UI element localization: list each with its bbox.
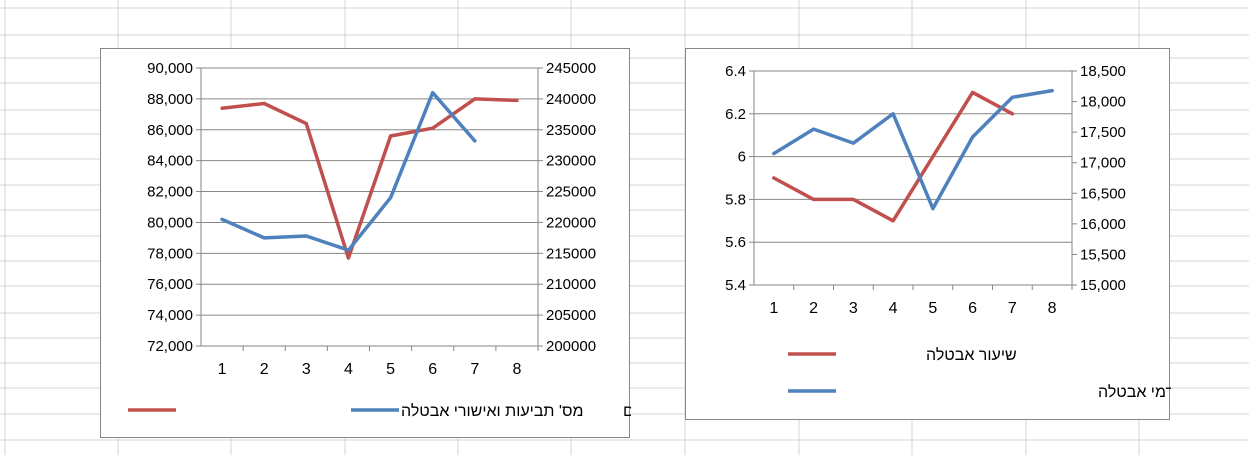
series-0-point [772,176,776,180]
y-right-tick-label: 245000 [546,60,596,77]
y-left-tick-label: 5.6 [725,234,746,251]
y-left-tick-label: 80,000 [147,214,193,231]
series-0-point [388,134,393,138]
y-right-tick-label: 220000 [546,214,596,231]
series-line-1 [772,88,1054,211]
y-left-tick-label: 84,000 [147,153,193,170]
y-right-tick-label: 18,500 [1080,63,1126,80]
y-right-tick-label: 200000 [546,338,596,355]
series-1-point [971,135,975,139]
series-0-point [971,90,975,94]
series-1-point [891,112,895,116]
y-left-tick-label: 6.4 [725,63,746,80]
series-0-point [891,219,895,223]
x-tick-label: 3 [302,361,311,378]
y-right-tick-label: 235000 [546,122,596,139]
y-left-tick-label: 74,000 [147,307,193,324]
y-right-tick-label: 215000 [546,245,596,262]
series-1-point [1010,95,1014,99]
y-left-tick-label: 76,000 [147,276,193,293]
x-tick-label: 4 [889,300,898,317]
legend-label-1: תביעות חדשות לדמי אבטלה [1098,383,1171,401]
chart-right[interactable]: 5.4 5.6 5.8 6 6.2 6.4 15,000 15,500 16,000 16,500… [685,48,1171,420]
series-0-point [851,197,855,201]
chart-left[interactable]: 72,000 74,000 76,000 78,000 80,000 82,000 84,0… [100,48,631,438]
x-tick-label: 1 [218,361,227,378]
y-left-tick-label: 90,000 [147,60,193,77]
x-tick-label: 2 [260,361,269,378]
y-right-tick-label: 15,500 [1080,246,1126,263]
series-0-point [431,126,435,130]
series-line-1 [220,90,477,252]
y-right-tick-label: 240000 [546,91,596,108]
x-tick-label: 3 [849,300,858,317]
x-tick-label: 8 [512,361,521,378]
y-left-tick-label: 6.2 [725,106,746,123]
y-right-tick-label: 18,000 [1080,94,1126,111]
y-right-tick-label: 17,000 [1080,155,1126,172]
series-1-point [431,91,435,95]
series-1-point [388,196,393,200]
x-tick-label: 7 [1008,300,1017,317]
series-0-point [304,122,308,126]
series-1-point [304,234,308,238]
y-left-tick-label: 6 [738,149,746,166]
series-0-point [220,106,224,110]
series-1-point [220,217,224,221]
series-1-point [851,141,855,145]
legend-label-0: שיעור אבטלה [926,346,1017,364]
legend-label-0: מס' תביעות ואישורי אבטלה [401,402,583,420]
chart-left-svg: 72,000 74,000 76,000 78,000 80,000 82,000 84,0… [128,60,631,420]
x-tick-label: 6 [428,361,437,378]
series-1-point [812,127,816,131]
y-right-tick-label: 210000 [546,276,596,293]
x-tick-label: 5 [386,361,395,378]
y-left-tick-label: 88,000 [147,91,193,108]
y-left-tick-label: 78,000 [147,245,193,262]
y-left-tick-label: 82,000 [147,184,193,201]
chart-right-svg: 5.4 5.6 5.8 6 6.2 6.4 15,000 15,500 16,000 16,500… [725,63,1171,401]
series-1-point [262,236,266,240]
x-tick-label: 5 [928,300,937,317]
y-right-tick-label: 205000 [546,307,596,324]
series-0-point [812,197,816,201]
x-tick-label: 6 [968,300,977,317]
series-1-point [772,151,776,156]
y-right-tick-label: 15,000 [1080,277,1126,294]
series-0-point [262,101,266,106]
y-right-tick-label: 16,500 [1080,185,1126,202]
y-left-tick-label: 5.8 [725,191,746,208]
y-right-tick-label: 230000 [546,153,596,170]
series-0-point [473,97,477,101]
x-tick-label: 4 [344,361,353,378]
series-0-point [515,98,519,103]
series-0-point [1010,112,1014,116]
x-tick-label: 1 [769,300,778,317]
y-left-tick-label: 72,000 [147,338,193,355]
x-tick-label: 2 [809,300,818,317]
series-1-point [931,206,935,211]
series-1-point [346,248,351,252]
legend-label-1: מס' בלתי מועסקים [623,402,631,420]
x-tick-label: 8 [1048,300,1057,317]
series-1-point [473,139,477,143]
y-right-tick-label: 225000 [546,184,596,201]
series-0-point [346,256,351,260]
x-tick-label: 7 [470,361,479,378]
series-line-0 [220,97,519,260]
y-right-tick-label: 17,500 [1080,124,1126,141]
y-left-tick-label: 86,000 [147,122,193,139]
y-left-tick-label: 5.4 [725,277,746,294]
y-right-tick-label: 16,000 [1080,216,1126,233]
series-1-point [1050,88,1054,93]
series-0-point [931,155,935,159]
